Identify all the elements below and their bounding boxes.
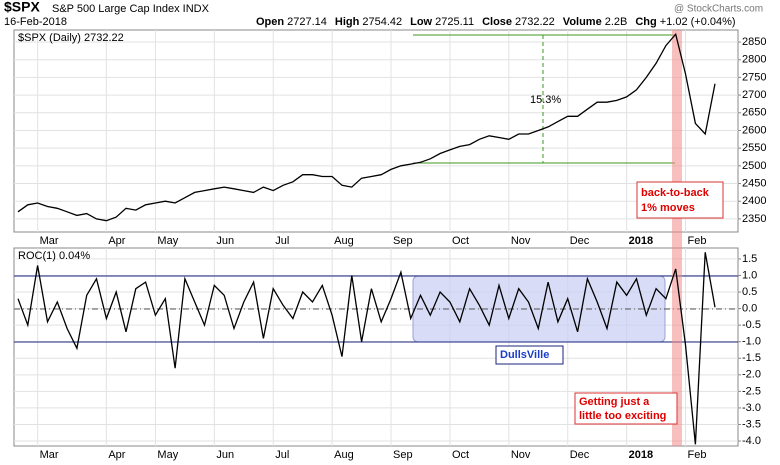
y-tick-label: -0.5 (742, 319, 761, 331)
annotation: DullsVille (500, 349, 549, 361)
date: 16-Feb-2018 (4, 16, 67, 28)
x-tick-label: Aug (334, 235, 354, 247)
y-tick-label: 2650 (742, 107, 766, 119)
legend: ROC(1) 0.04% (18, 250, 90, 262)
quote-value: 2754.42 (362, 16, 402, 28)
y-tick-label: 1.0 (742, 269, 757, 281)
annotation: 15.3% (530, 94, 561, 106)
legend: $SPX (Daily) 2732.22 (18, 32, 124, 44)
y-tick-label: 2600 (742, 124, 766, 136)
x-tick-label: Jun (216, 235, 234, 247)
y-tick-label: -1.0 (742, 336, 761, 348)
y-tick-label: 2450 (742, 177, 766, 189)
quote-label: Open (256, 16, 284, 28)
x-tick-label: Dec (570, 449, 590, 461)
y-tick-label: 0.0 (742, 302, 757, 314)
y-tick-label: -3.5 (742, 418, 761, 430)
quote-value: 2725.11 (435, 16, 474, 28)
x-tick-label: Oct (452, 235, 469, 247)
x-tick-label: Nov (511, 235, 531, 247)
y-tick-label: -2.5 (742, 385, 761, 397)
x-tick-label: Jul (275, 235, 289, 247)
annotation-box (636, 181, 724, 219)
quote-label: Close (482, 16, 512, 28)
quote-label: Low (410, 16, 432, 28)
quote-label: Chg (635, 16, 656, 28)
x-tick-label: 2018 (629, 449, 653, 461)
price-panel (13, 29, 739, 233)
y-tick-label: 2550 (742, 142, 766, 154)
y-tick-label: 2850 (742, 36, 766, 48)
x-tick-label: Jul (275, 449, 289, 461)
x-tick-label: Sep (393, 235, 413, 247)
annotation: 1% moves (641, 202, 695, 214)
quote-value: 2727.14 (287, 16, 327, 28)
y-tick-label: -2.0 (742, 369, 761, 381)
y-tick-label: 2800 (742, 54, 766, 66)
x-tick-label: Feb (688, 449, 707, 461)
quote-value: 2.2B (605, 16, 628, 28)
x-tick-label: Oct (452, 449, 469, 461)
quote-label: High (335, 16, 360, 28)
y-tick-label: -1.5 (742, 352, 761, 364)
data-line (17, 252, 716, 445)
annotation: back-to-back (641, 187, 710, 199)
symbol-name: S&P 500 Large Cap Index INDX (52, 3, 210, 15)
y-tick-label: 2700 (742, 89, 766, 101)
x-tick-label: Apr (108, 235, 125, 247)
data-line (17, 32, 716, 222)
y-tick-label: -4.0 (742, 435, 761, 447)
x-tick-label: Apr (108, 449, 125, 461)
symbol: $SPX (4, 0, 40, 15)
highlight-band (672, 30, 682, 446)
y-tick-label: 0.5 (742, 286, 757, 298)
x-tick-label: Sep (393, 449, 413, 461)
x-tick-label: Feb (688, 235, 707, 247)
y-tick-label: 2500 (742, 160, 766, 172)
y-tick-label: 2750 (742, 71, 766, 83)
x-tick-label: Dec (570, 235, 590, 247)
watermark: @ StockCharts.com (674, 4, 763, 15)
quote-value: +1.02 (+0.04%) (660, 16, 736, 28)
annotation-box (574, 392, 678, 425)
quote-value: 2732.22 (515, 16, 555, 28)
y-tick-label: 1.5 (742, 253, 757, 265)
y-tick-label: -3.0 (742, 402, 761, 414)
x-tick-label: Mar (40, 235, 59, 247)
y-tick-label: 2350 (742, 213, 766, 225)
annotation-box (495, 345, 564, 365)
x-tick-label: Nov (511, 449, 531, 461)
x-tick-label: Jun (216, 449, 234, 461)
annotation: Getting just a (579, 396, 650, 408)
quote: Open 2727.14 High 2754.42 Low 2725.11 Close 273… (256, 16, 736, 28)
annotation: little too exciting (579, 410, 666, 422)
x-tick-label: 2018 (629, 235, 653, 247)
x-tick-label: May (157, 235, 178, 247)
quote-label: Volume (563, 16, 602, 28)
x-tick-label: Mar (40, 449, 59, 461)
x-tick-label: Aug (334, 449, 354, 461)
y-tick-label: 2400 (742, 195, 766, 207)
x-tick-label: May (157, 449, 178, 461)
